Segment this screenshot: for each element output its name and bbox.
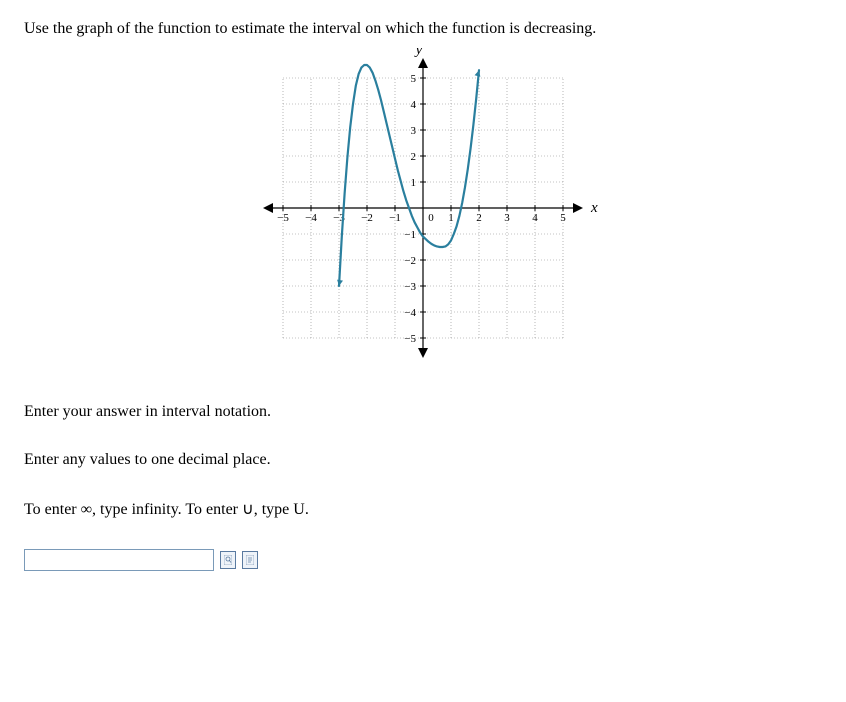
svg-text:5: 5: [411, 73, 417, 85]
svg-text:3: 3: [504, 212, 510, 224]
svg-text:−1: −1: [404, 229, 416, 241]
svg-text:3: 3: [411, 125, 417, 137]
svg-text:−5: −5: [277, 212, 289, 224]
help-icon[interactable]: [242, 551, 258, 569]
svg-text:−4: −4: [305, 212, 317, 224]
question-text: Use the graph of the function to estimat…: [24, 20, 822, 38]
svg-text:1: 1: [448, 212, 454, 224]
svg-text:−4: −4: [404, 307, 416, 319]
svg-text:−5: −5: [404, 333, 416, 345]
svg-text:−2: −2: [404, 255, 416, 267]
svg-text:x: x: [590, 200, 598, 216]
svg-text:y: y: [414, 48, 423, 58]
svg-text:4: 4: [532, 212, 538, 224]
function-graph: −5−4−3−2−101234512345−1−2−3−4−5xy: [243, 48, 603, 368]
instruction-interval-notation: Enter your answer in interval notation.: [24, 403, 822, 421]
svg-text:0: 0: [428, 212, 434, 224]
answer-row: [24, 549, 822, 571]
instruction-decimal: Enter any values to one decimal place.: [24, 451, 822, 469]
svg-text:−1: −1: [389, 212, 401, 224]
graph-container: −5−4−3−2−101234512345−1−2−3−4−5xy: [24, 48, 822, 373]
svg-text:−3: −3: [404, 281, 416, 293]
svg-text:2: 2: [476, 212, 482, 224]
svg-text:2: 2: [411, 151, 417, 163]
instruction-symbols: To enter ∞, type infinity. To enter ∪, t…: [24, 499, 822, 519]
svg-text:5: 5: [560, 212, 566, 224]
svg-text:1: 1: [411, 177, 417, 189]
svg-text:4: 4: [411, 99, 417, 111]
preview-icon[interactable]: [220, 551, 236, 569]
answer-input[interactable]: [24, 549, 214, 571]
svg-text:−2: −2: [361, 212, 373, 224]
